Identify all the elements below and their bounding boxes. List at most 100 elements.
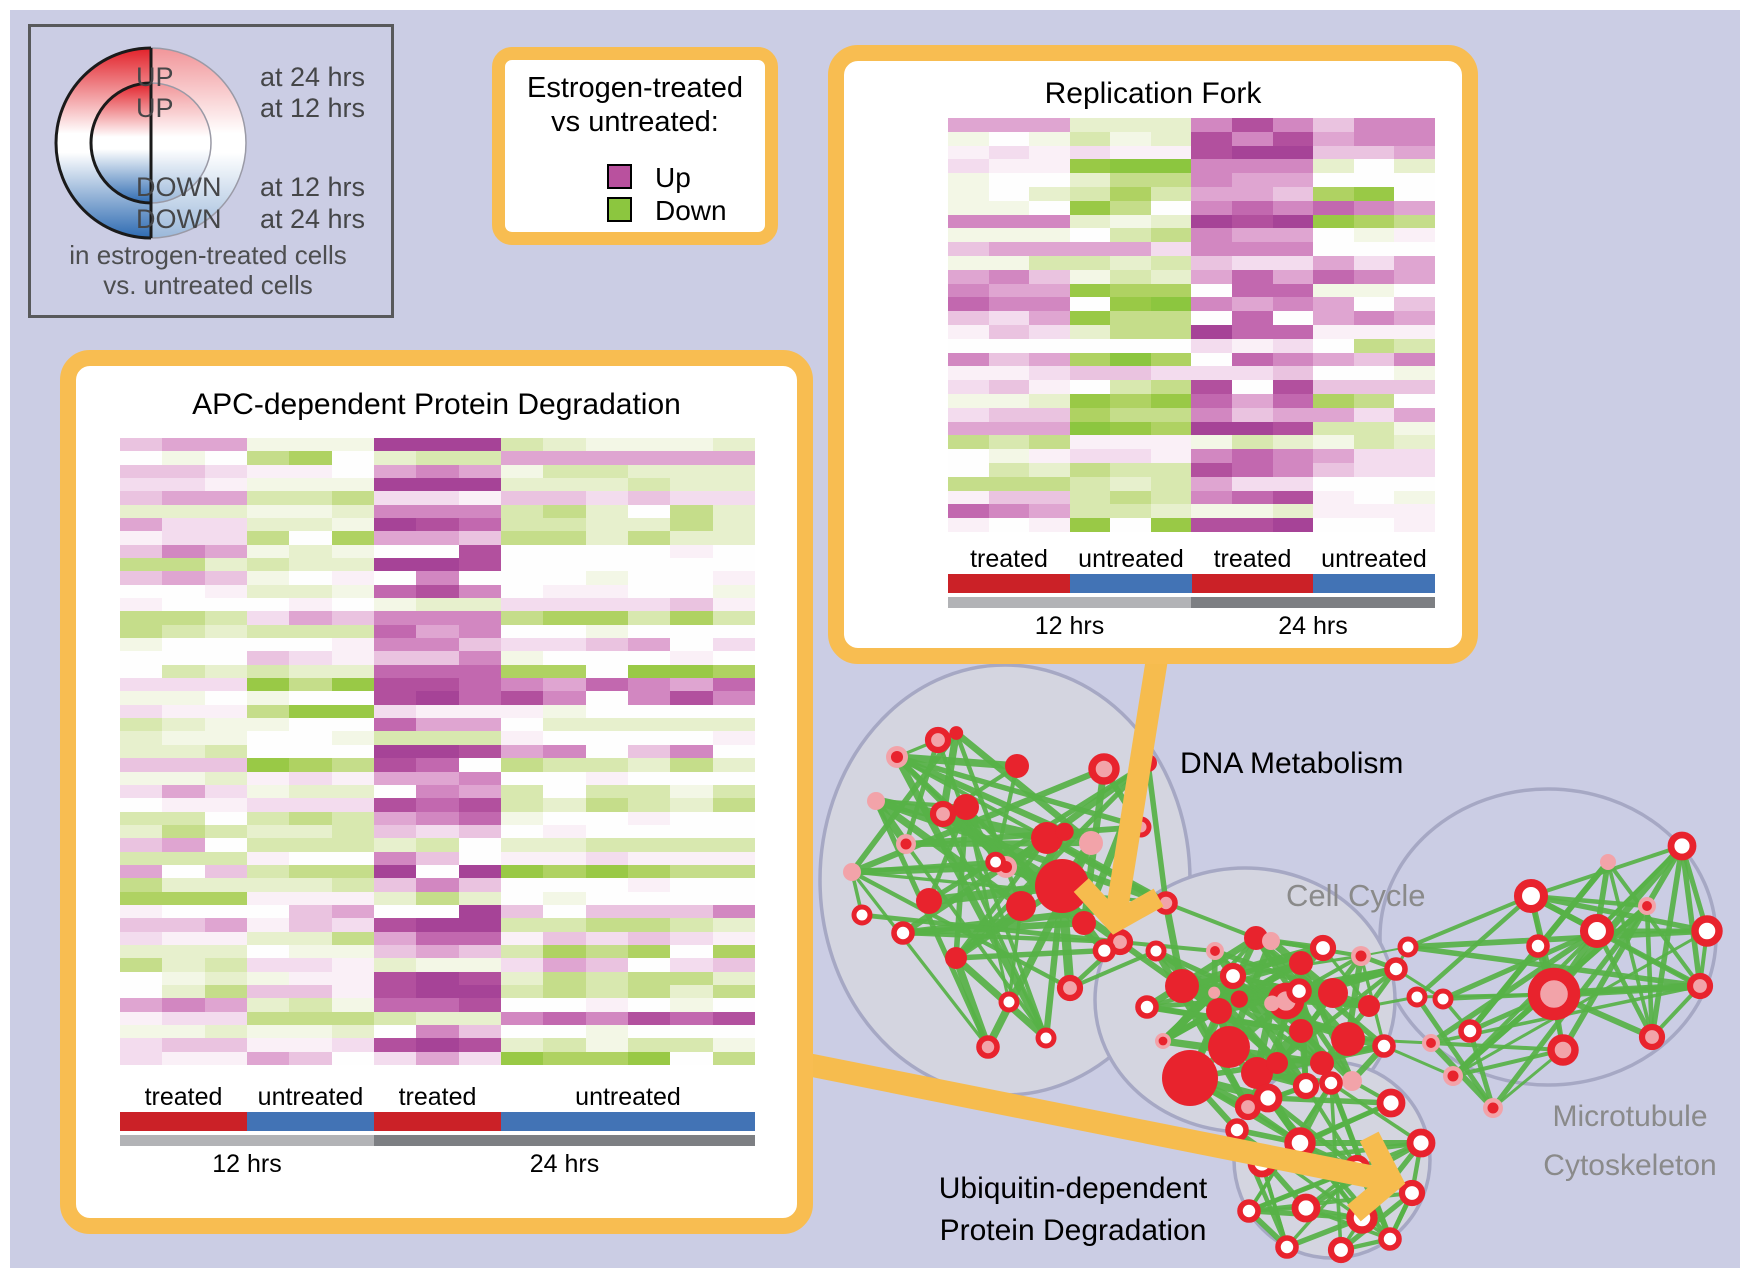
heatmap-cell bbox=[1272, 145, 1314, 160]
heatmap-cell bbox=[246, 584, 290, 599]
network-node bbox=[1372, 1034, 1396, 1058]
heatmap-cell bbox=[246, 451, 290, 465]
connector-arrow-shaft bbox=[1106, 638, 1171, 912]
heatmap-cell bbox=[1150, 476, 1192, 491]
heatmap-cell bbox=[1272, 504, 1314, 519]
heatmap-cell bbox=[458, 438, 501, 452]
heatmap-cell bbox=[331, 491, 374, 505]
legend-row-up-12: UP at 12 hrs bbox=[31, 93, 385, 125]
heatmap-cell bbox=[1232, 476, 1273, 491]
heatmap-cell bbox=[670, 651, 713, 665]
network-node bbox=[1527, 967, 1581, 1021]
heatmap-cell bbox=[246, 944, 290, 959]
heatmap-cell bbox=[670, 798, 713, 812]
heatmap-cell bbox=[500, 958, 544, 972]
heatmap-cell bbox=[162, 998, 205, 1012]
heatmap-cell bbox=[1029, 490, 1070, 505]
heatmap-cell bbox=[289, 758, 332, 772]
heatmap-cell bbox=[120, 744, 163, 759]
heatmap-cell bbox=[500, 1024, 544, 1039]
heatmap-cell bbox=[1272, 366, 1314, 381]
heatmap-cell bbox=[670, 984, 713, 999]
circle-legend-footer-1: in estrogen-treated cells bbox=[69, 240, 347, 270]
heatmap-cell bbox=[500, 998, 544, 1012]
heatmap-cell bbox=[948, 311, 989, 325]
heatmap-cell bbox=[670, 1051, 713, 1065]
heatmap-cell bbox=[1110, 463, 1151, 477]
heatmap-cell bbox=[670, 864, 713, 879]
network-node bbox=[1145, 940, 1167, 962]
heatmap-cell bbox=[1110, 504, 1151, 519]
heatmap-cell bbox=[1353, 490, 1395, 505]
heatmap-cell bbox=[500, 611, 544, 625]
heatmap-cell bbox=[948, 490, 989, 505]
heatmap-cell bbox=[120, 491, 163, 505]
heatmap-cell bbox=[670, 638, 713, 652]
up-24-time: at 24 hrs bbox=[259, 62, 365, 92]
heatmap-cell bbox=[1353, 476, 1395, 491]
heatmap-cell bbox=[246, 664, 290, 679]
network-edge bbox=[1606, 860, 1654, 1039]
heatmap-cell bbox=[373, 958, 417, 972]
network-node bbox=[1286, 978, 1312, 1004]
heatmap-cell bbox=[948, 518, 989, 532]
heatmap-cell bbox=[204, 464, 247, 479]
heatmap-cell bbox=[246, 531, 290, 545]
heatmap-cell bbox=[627, 531, 671, 545]
faded-half-overlay bbox=[151, 48, 246, 238]
heatmap-cell bbox=[1110, 187, 1151, 201]
heatmap-cell bbox=[1313, 297, 1354, 312]
heatmap-cell bbox=[543, 864, 586, 879]
network-node bbox=[1513, 878, 1549, 914]
heatmap-cell bbox=[712, 744, 755, 759]
heatmap-cell bbox=[1069, 173, 1111, 187]
heatmap-cell bbox=[670, 758, 713, 772]
heatmap-cell bbox=[1029, 407, 1070, 422]
heatmap-cell bbox=[331, 824, 374, 839]
heatmap-cell bbox=[1191, 325, 1233, 339]
heatmap-cell bbox=[627, 611, 671, 625]
heatmap-cell bbox=[416, 784, 459, 799]
heatmap-cell bbox=[1353, 407, 1395, 422]
heatmap-cell bbox=[1069, 394, 1111, 408]
heatmap-cell bbox=[204, 678, 247, 692]
heatmap-cell bbox=[627, 798, 671, 812]
network-node bbox=[1487, 1102, 1499, 1114]
apc-treated-bar-24h bbox=[374, 1112, 501, 1131]
rf-treated-bar-24h bbox=[1192, 574, 1313, 593]
rf-12h-gray-bar bbox=[948, 597, 1191, 608]
heatmap-cell bbox=[1272, 228, 1314, 243]
heatmap-cell bbox=[948, 463, 989, 477]
heatmap-cell bbox=[1191, 380, 1233, 394]
heatmap-cell bbox=[543, 984, 586, 999]
heatmap-cell bbox=[373, 918, 417, 932]
heatmap-cell bbox=[1313, 394, 1354, 408]
heatmap-cell bbox=[543, 771, 586, 785]
heatmap-cell bbox=[1069, 200, 1111, 215]
network-edge bbox=[1440, 928, 1600, 1002]
heatmap-cell bbox=[246, 504, 290, 519]
heatmap-cell bbox=[712, 584, 755, 599]
heatmap-cell bbox=[416, 478, 459, 492]
heatmap-cell bbox=[585, 464, 628, 479]
heatmap-cell bbox=[1353, 242, 1395, 256]
down-12-time: at 12 hrs bbox=[259, 172, 365, 202]
heatmap-cell bbox=[500, 571, 544, 585]
heatmap-cell bbox=[1272, 200, 1314, 215]
heatmap-cell bbox=[500, 651, 544, 665]
heatmap-cell bbox=[416, 1051, 459, 1065]
heatmap-cell bbox=[500, 638, 544, 652]
heatmap-cell bbox=[204, 1051, 247, 1065]
heatmap-cell bbox=[712, 931, 755, 945]
heatmap-cell bbox=[627, 1038, 671, 1052]
heatmap-cell bbox=[162, 864, 205, 879]
heatmap-cell bbox=[1232, 435, 1273, 450]
network-node bbox=[985, 851, 1006, 873]
heatmap-cell bbox=[585, 704, 628, 719]
heatmap-cell bbox=[120, 1011, 163, 1025]
heatmap-cell bbox=[204, 784, 247, 799]
heatmap-cell bbox=[373, 651, 417, 665]
heatmap-cell bbox=[1110, 173, 1151, 187]
network-node bbox=[1208, 986, 1221, 999]
heatmap-cell bbox=[458, 758, 501, 772]
